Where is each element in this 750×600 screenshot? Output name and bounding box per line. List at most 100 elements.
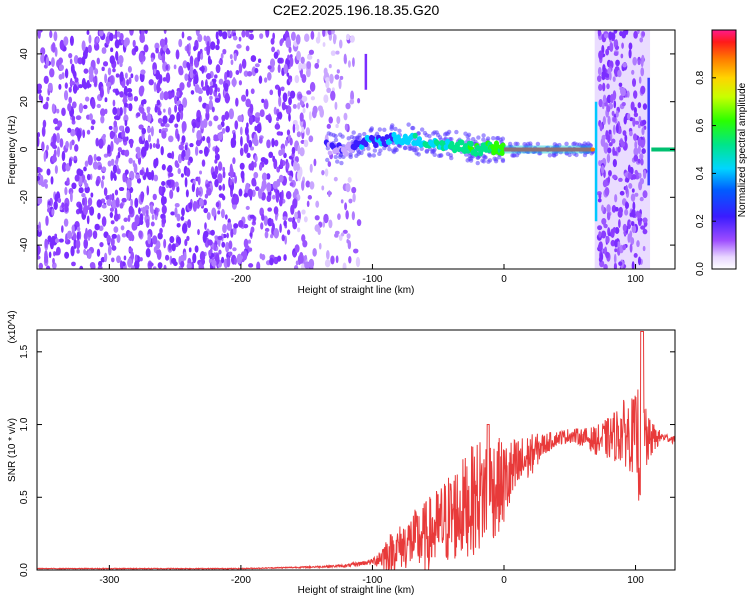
carrier-halo-cell: [351, 130, 356, 135]
spectrogram-noise-cell: [215, 31, 219, 40]
spectrogram-noise-cell: [610, 239, 616, 247]
spectrogram-noise-cell: [604, 187, 610, 197]
spectrogram-noise-cell: [271, 137, 275, 148]
spectrogram-noise-cell: [305, 127, 311, 136]
spectrogram-noise-cell: [159, 227, 163, 234]
carrier-halo-cell: [432, 147, 437, 152]
spectrogram-noise-cell: [604, 73, 610, 78]
spectrogram-noise-cell: [116, 234, 121, 244]
carrier-halo-cell: [403, 145, 408, 150]
spectrogram-noise-cell: [601, 134, 607, 141]
spectrogram-noise-cell: [96, 103, 101, 109]
spectrogram-noise-cell: [107, 160, 112, 167]
spectrogram-noise-cell: [209, 41, 216, 51]
spectrogram-noise-cell: [70, 128, 76, 137]
spectrogram-noise-cell: [261, 179, 267, 190]
spectrogram-noise-cell: [230, 228, 234, 238]
spectrogram-noise-cell: [81, 55, 86, 66]
spectrogram-noise-cell: [167, 106, 172, 116]
spectrogram-noise-cell: [124, 72, 128, 79]
spectrogram-noise-cell: [138, 124, 144, 130]
spectrogram-noise-cell: [602, 116, 606, 125]
spectrogram-noise-cell: [326, 249, 330, 260]
spectrogram-noise-cell: [347, 177, 352, 183]
spectrogram-noise-cell: [110, 140, 114, 152]
spectrogram-noise-cell: [127, 214, 131, 223]
spectrogram-noise-cell: [202, 232, 207, 244]
spectrogram-noise-cell: [180, 110, 184, 120]
spectrogram-noise-cell: [85, 96, 90, 102]
spectrogram-noise-cell: [50, 57, 55, 68]
spectrogram-noise-cell: [124, 126, 130, 134]
spectrogram-noise-cell: [283, 254, 287, 261]
spectrogram-noise-cell: [276, 131, 282, 136]
spectrogram-noise-cell: [101, 47, 107, 54]
spectrogram-noise-cell: [218, 184, 222, 191]
spectrogram-noise-cell: [106, 198, 112, 207]
spectrogram-noise-cell: [614, 239, 618, 248]
spectrogram-noise-cell: [254, 186, 260, 192]
spectrogram-noise-cell: [249, 103, 254, 114]
spectrogram-noise-cell: [613, 39, 617, 48]
carrier-halo-cell: [352, 135, 357, 141]
spectrogram-noise-cell: [78, 187, 84, 194]
spectrogram-noise-cell: [87, 250, 92, 260]
spectrogram-noise-cell: [610, 228, 615, 239]
spectrogram-noise-cell: [225, 125, 230, 133]
spectrogram-noise-cell: [318, 242, 322, 250]
spectrogram-noise-cell: [138, 51, 144, 63]
spectrogram-noise-cell: [232, 30, 236, 33]
carrier-halo-cell: [535, 141, 541, 147]
carrier-halo-cell: [416, 131, 421, 136]
spectrogram-noise-cell: [179, 104, 183, 111]
spectrogram-noise-cell: [615, 123, 619, 134]
carrier-halo-cell: [372, 148, 378, 153]
spectrogram-noise-cell: [56, 108, 60, 114]
spectrogram-noise-cell: [351, 211, 355, 221]
spectrogram-noise-cell: [597, 198, 602, 203]
spectrogram-noise-cell: [284, 139, 288, 147]
spectrogram-noise-cell: [274, 139, 279, 147]
spectrogram-noise-cell: [232, 132, 236, 142]
spectrogram-noise-cell: [111, 245, 117, 251]
spectrogram-noise-cell: [196, 87, 202, 92]
spectrogram-noise-cell: [141, 127, 147, 135]
spectrogram-noise-cell: [308, 135, 314, 143]
spectrogram-noise-cell: [296, 131, 301, 138]
spectrogram-noise-cell: [83, 248, 87, 255]
spectrogram-noise-cell: [282, 92, 288, 103]
spectrogram-noise-cell: [69, 141, 73, 151]
spectrogram-noise-cell: [74, 144, 79, 152]
spectrogram-noise-cell: [313, 158, 317, 167]
spectrogram-noise-cell: [65, 140, 69, 149]
carrier-core-cell: [590, 147, 596, 152]
spectrogram-noise-cell: [96, 248, 101, 257]
carrier-halo-cell: [487, 158, 493, 163]
spectrogram-noise-cell: [281, 147, 285, 156]
spectrogram-noise-cell: [174, 123, 179, 128]
spectrogram-noise-cell: [217, 235, 223, 241]
spectrogram-noise-cell: [128, 77, 132, 85]
spectrogram-noise-cell: [66, 177, 70, 185]
spectrogram-noise-cell: [277, 64, 281, 74]
spectrogram-noise-cell: [296, 162, 300, 172]
spectrogram-noise-cell: [71, 115, 76, 122]
spectrogram-noise-cell: [350, 90, 355, 102]
spectrogram-noise-cell: [241, 58, 247, 69]
spectrogram-noise-cell: [606, 105, 611, 113]
spectrogram-noise-cell: [153, 81, 157, 93]
spectrogram-noise-cell: [269, 257, 274, 266]
spectrogram-noise-cell: [147, 233, 152, 245]
carrier-halo-cell: [491, 135, 496, 141]
spectrogram-noise-cell: [150, 208, 155, 215]
spectrogram-noise-cell: [87, 197, 93, 207]
carrier-halo-cell: [510, 153, 515, 158]
spectrogram-noise-cell: [70, 245, 75, 257]
spectrogram-noise-cell: [601, 217, 607, 225]
snr-frame: [36, 329, 676, 571]
spectrogram-noise-cell: [162, 115, 168, 124]
spectrogram-noise-cell: [58, 57, 63, 64]
spectrogram-noise-cell: [133, 163, 138, 174]
spectrogram-noise-cell: [127, 66, 132, 73]
spectrogram-noise-cell: [640, 67, 645, 77]
